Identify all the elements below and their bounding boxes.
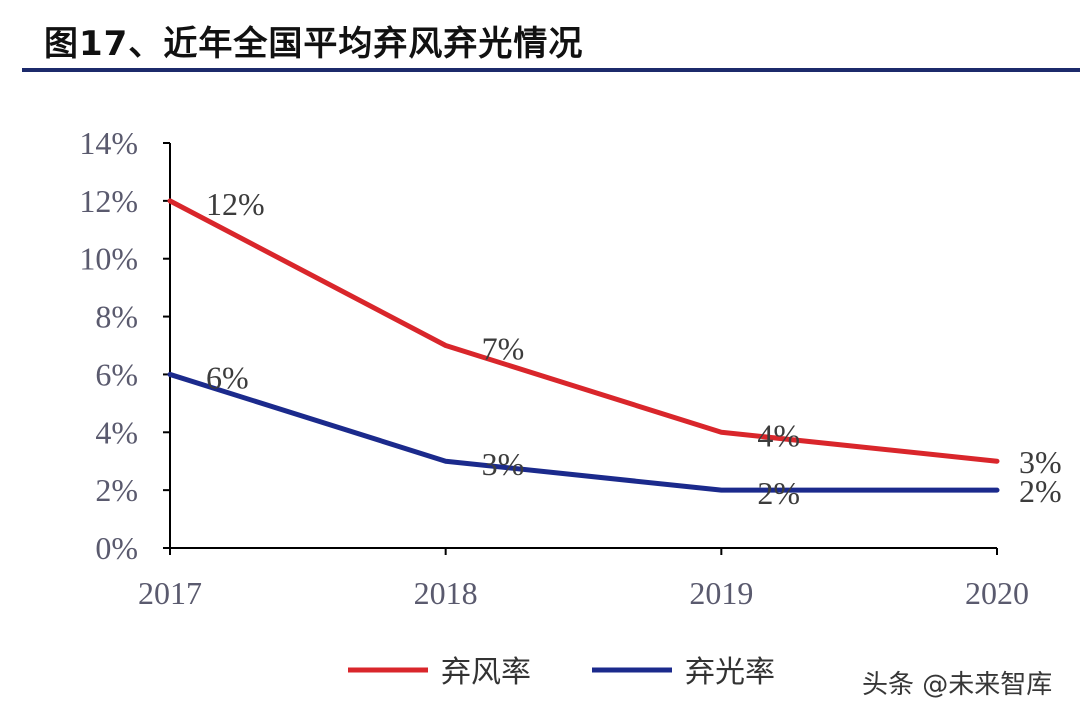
chart-title: 图17、近年全国平均弃风弃光情况: [44, 24, 584, 64]
watermark: 头条 @未来智库: [862, 670, 1053, 700]
y-tick-label: 8%: [95, 299, 138, 335]
data-label-s2-2020: 2%: [1019, 473, 1062, 509]
data-label-s2-2018: 3%: [482, 446, 525, 482]
data-labels: 12%7%4%3%6%3%2% 2%: [206, 186, 1062, 511]
x-tick-label: 2017: [138, 575, 202, 611]
data-label-s2-2019: 2%: [757, 475, 800, 511]
legend-label-1: 弃风率: [441, 655, 531, 690]
y-tick-label: 2%: [95, 472, 138, 508]
x-tick-label: 2018: [414, 575, 478, 611]
title-rule: [22, 68, 1080, 72]
data-label-s1-2020: 3%: [1019, 444, 1062, 480]
y-tick-label: 10%: [79, 241, 138, 277]
y-tick-label: 6%: [95, 356, 138, 392]
y-tick-label: 0%: [95, 530, 138, 566]
x-tick-label: 2020: [965, 575, 1029, 611]
data-label-s1-2018: 7%: [482, 331, 525, 367]
data-label-s2-2017: 6%: [206, 359, 249, 395]
x-tick-label: 2019: [689, 575, 753, 611]
legend: 弃风率 弃光率: [348, 655, 775, 690]
data-label-s1-2019: 4%: [757, 417, 800, 453]
y-tick-label: 4%: [95, 414, 138, 450]
series-line-2: [167, 371, 1000, 493]
series-lines: [167, 198, 1000, 493]
y-tick-label: 12%: [79, 183, 138, 219]
y-tick-label: 14%: [79, 125, 138, 161]
series-line-1: [167, 198, 1000, 464]
legend-label-2: 弃光率: [685, 655, 775, 690]
data-label-s1-2017: 12%: [206, 186, 265, 222]
axes: 0% 2% 4% 6% 8% 10% 12% 14% 2017 2018 2019 2020: [79, 125, 1029, 611]
